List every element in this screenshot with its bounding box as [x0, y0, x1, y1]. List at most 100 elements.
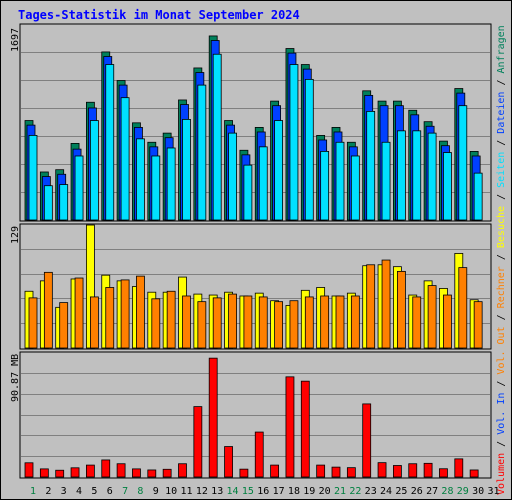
x-axis-day-label: 24: [380, 486, 392, 497]
bar-rechner: [182, 295, 191, 349]
bar-rechner: [458, 267, 468, 349]
bar-seiten: [136, 138, 145, 221]
legend-entry: /: [496, 73, 507, 91]
bar-volumen: [392, 465, 402, 478]
x-axis-day-label: 9: [153, 486, 159, 497]
bar-volumen: [193, 406, 203, 478]
x-axis-day-label: 11: [180, 486, 192, 497]
x-axis-day-label: 15: [242, 486, 254, 497]
bar-volumen: [55, 469, 65, 478]
bar-rechner: [335, 295, 345, 349]
x-axis-day-label: 10: [165, 486, 177, 497]
x-axis-day-label: 12: [196, 486, 208, 497]
x-axis-day-labels: 1 2 3 4 5 6 7 8 9 10 11 12 13 14 15 16 17 18 19 20 21 22 23 24 2…: [30, 486, 500, 497]
bar-rechner: [396, 270, 406, 349]
bar-seiten: [381, 141, 391, 221]
y-axis-label-volume: 90.87 MB: [10, 354, 21, 402]
bar-seiten: [366, 110, 376, 221]
bar-rechner: [120, 279, 130, 349]
x-axis-day-label: 30: [472, 486, 484, 497]
x-axis-day-label: 1: [30, 486, 36, 497]
bar-seiten: [243, 164, 253, 221]
bar-rechner: [228, 293, 237, 349]
bar-rechner: [136, 275, 145, 349]
bar-volumen: [408, 463, 418, 478]
bar-seiten: [443, 152, 452, 221]
x-axis-day-label: 3: [61, 486, 67, 497]
x-axis-day-label: 25: [395, 486, 407, 497]
legend-entry: /: [496, 375, 507, 393]
bar-seiten: [90, 120, 99, 221]
x-axis-day-label: 23: [365, 486, 377, 497]
bar-volumen: [178, 463, 187, 478]
x-axis-day-label: 5: [91, 486, 97, 497]
bar-rechner: [258, 296, 268, 349]
bar-volumen: [147, 469, 157, 478]
bar-seiten: [43, 185, 53, 221]
bar-volumen: [423, 462, 433, 478]
y-axis-label-hits: 1697: [10, 28, 21, 52]
bar-rechner: [90, 296, 99, 349]
bar-seiten: [182, 118, 191, 221]
bars: [24, 35, 483, 478]
legend-entry: Seiten: [496, 152, 507, 188]
bar-volumen: [270, 464, 280, 478]
bar-volumen: [346, 467, 356, 478]
bar-seiten: [120, 97, 130, 221]
bar-seiten: [473, 172, 483, 221]
legend-entry: Besuche: [496, 206, 507, 248]
x-axis-day-label: 13: [211, 486, 223, 497]
bar-seiten: [105, 64, 115, 221]
bar-rechner: [473, 301, 483, 349]
bar-seiten: [320, 151, 330, 221]
bar-seiten: [28, 135, 38, 221]
bar-volumen: [300, 380, 310, 478]
x-axis-day-label: 31: [487, 486, 499, 497]
x-axis-day-label: 19: [303, 486, 315, 497]
legend-entry: /: [496, 188, 507, 206]
bar-seiten: [74, 155, 84, 221]
bar-seiten: [197, 84, 207, 221]
bar-seiten: [396, 130, 406, 221]
legend-entry: Vol. In: [496, 393, 507, 435]
bar-seiten: [427, 132, 437, 221]
bar-rechner: [59, 302, 69, 349]
bar-rechner: [320, 295, 330, 349]
bar-rechner: [443, 294, 452, 349]
x-axis-day-label: 6: [107, 486, 113, 497]
bar-volumen: [362, 403, 372, 478]
legend-entry: Vol. Out: [496, 326, 507, 374]
bar-rechner: [74, 277, 84, 349]
bar-volumen: [224, 446, 233, 478]
bar-volumen: [208, 357, 218, 478]
bar-rechner: [412, 296, 422, 349]
x-axis-day-label: 21: [334, 486, 346, 497]
x-axis-day-label: 17: [273, 486, 285, 497]
bar-rechner: [289, 300, 299, 349]
x-axis-day-label: 26: [411, 486, 423, 497]
bar-seiten: [151, 155, 161, 221]
bar-volumen: [469, 469, 479, 478]
bar-seiten: [350, 155, 360, 221]
bar-rechner: [243, 295, 253, 349]
bar-seiten: [228, 132, 237, 221]
legend-entry: Anfragen: [496, 25, 507, 73]
bar-volumen: [101, 459, 111, 478]
x-axis-day-label: 14: [227, 486, 239, 497]
y-axis-label-visits: 129: [10, 226, 21, 244]
x-axis-day-label: 7: [122, 486, 128, 497]
bar-rechner: [427, 285, 437, 349]
x-axis-day-label: 8: [137, 486, 143, 497]
bar-seiten: [59, 184, 69, 221]
bar-rechner: [166, 290, 176, 349]
x-axis-day-label: 16: [257, 486, 269, 497]
bar-volumen: [316, 464, 326, 478]
bar-seiten: [274, 120, 284, 221]
x-axis-day-label: 29: [457, 486, 469, 497]
bar-seiten: [258, 146, 268, 221]
bar-volumen: [39, 468, 49, 478]
bar-seiten: [212, 53, 222, 221]
bar-rechner: [151, 298, 161, 349]
